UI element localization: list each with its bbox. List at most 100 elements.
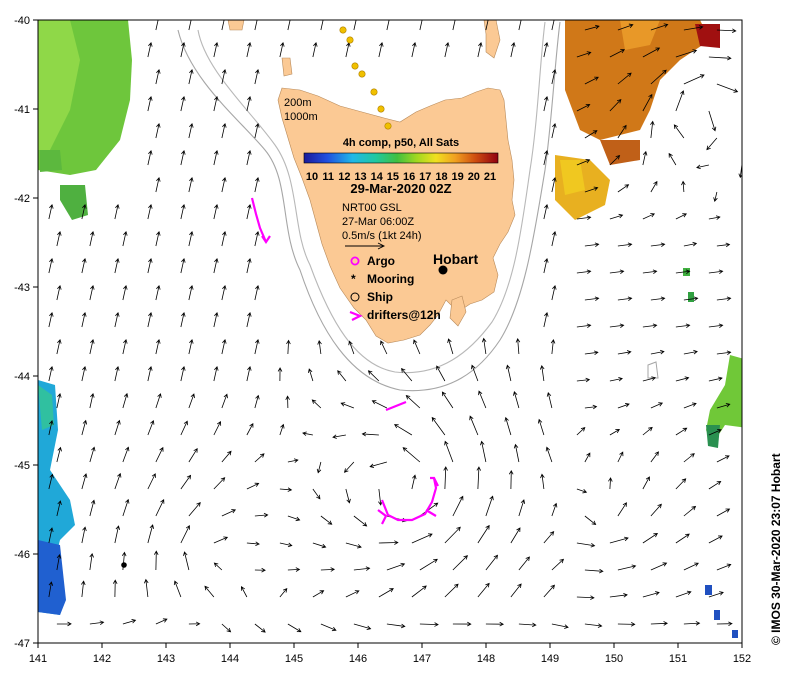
current-arrow (642, 323, 658, 328)
current-arrow (213, 311, 219, 328)
current-arrow (485, 554, 499, 571)
current-arrow (476, 466, 482, 490)
current-arrow (340, 402, 355, 409)
x-tick-label: 146 (349, 653, 367, 665)
current-arrow (584, 24, 600, 31)
current-arrow (551, 176, 557, 193)
current-arrow (254, 567, 266, 573)
current-arrow (48, 257, 54, 274)
current-arrow (285, 395, 290, 409)
current-arrow (584, 452, 591, 463)
current-arrow (708, 110, 717, 132)
current-arrow (213, 41, 219, 58)
current-arrow (89, 392, 95, 409)
current-arrow (277, 367, 283, 382)
current-time: 27-Mar 06:00Z (342, 216, 414, 228)
current-arrow (675, 49, 698, 58)
current-arrow (617, 242, 633, 247)
current-arrow (114, 203, 120, 220)
current-arrow (716, 28, 737, 34)
current-arrow (240, 586, 248, 598)
current-arrow (348, 340, 355, 355)
current-arrow (543, 149, 549, 166)
current-arrow (279, 542, 293, 548)
colorbar-label: 15 (387, 171, 399, 183)
current-arrow (312, 41, 318, 58)
current-arrow (673, 124, 685, 139)
current-arrow (584, 404, 598, 410)
colorbar-label: 21 (484, 171, 496, 183)
current-arrow (444, 41, 450, 58)
current-arrow (551, 68, 557, 85)
colorbar-label: 17 (419, 171, 431, 183)
current-arrow (750, 297, 764, 301)
x-tick-label: 141 (29, 653, 47, 665)
mooring-marker (121, 562, 127, 568)
current-arrow (481, 337, 487, 355)
tasmania-land (277, 87, 516, 344)
current-arrow (617, 350, 632, 355)
current-arrow (609, 323, 625, 328)
current-arrow (584, 623, 603, 628)
current-arrow (675, 376, 690, 382)
y-tick-label: -46 (14, 549, 30, 561)
current-arrow (617, 564, 637, 571)
current-arrow (683, 349, 698, 355)
current-arrow (741, 218, 742, 220)
current-arrow (56, 500, 62, 517)
current-arrow (675, 90, 685, 112)
current-arrow (750, 351, 764, 355)
current-arrow (246, 365, 252, 382)
current-arrow (188, 176, 194, 193)
king-island (227, 20, 245, 31)
current-arrow (332, 434, 346, 439)
current-arrow (147, 95, 153, 112)
contour-1000m (177, 21, 561, 392)
y-tick-label: -45 (14, 460, 30, 472)
legend-drifter-icon (349, 310, 363, 321)
current-arrow (183, 551, 190, 571)
current-arrow (122, 446, 130, 463)
current-arrow (510, 527, 521, 544)
current-info-block: NRT00 GSL 27-Mar 06:00Z 0.5m/s (1kt 24h) (342, 202, 421, 250)
current-arrow (221, 122, 227, 139)
current-arrow (155, 618, 168, 625)
current-arrow (576, 427, 586, 436)
current-arrow (741, 596, 742, 598)
current-arrow (221, 509, 237, 517)
current-arrow (246, 482, 260, 490)
current-arrow (155, 20, 159, 31)
current-arrow (741, 110, 742, 113)
current-arrow (48, 419, 54, 436)
current-arrow (48, 311, 54, 328)
current-arrow (279, 41, 285, 58)
current-arrow (642, 93, 653, 112)
legend-argo-icon (350, 256, 360, 266)
plot-frame (37, 19, 743, 644)
current-arrow (750, 30, 767, 34)
current-arrow (508, 469, 514, 490)
current-arrow (683, 74, 705, 85)
current-arrow (513, 391, 520, 409)
current-arrow (443, 466, 448, 490)
current-arrow (713, 191, 718, 202)
current-arrow (254, 68, 260, 85)
current-arrow (246, 203, 252, 220)
hobart-marker: Hobart (433, 251, 478, 275)
legend-argo-label: Argo (367, 254, 395, 268)
current-arrow (650, 296, 666, 301)
current-arrow (180, 203, 186, 220)
svg-text:*: * (351, 272, 356, 286)
current-arrow (469, 415, 479, 436)
current-arrow (302, 431, 313, 436)
y-axis: -40 -41 -42 -43 -44 -45 -46 -47 (14, 15, 38, 650)
current-arrow (683, 25, 704, 31)
sst-patch-northwest (38, 20, 132, 220)
current-arrow (584, 242, 600, 247)
current-arrow (750, 192, 758, 199)
current-arrow (716, 508, 731, 517)
current-arrow (480, 440, 487, 463)
current-arrow (708, 376, 723, 382)
